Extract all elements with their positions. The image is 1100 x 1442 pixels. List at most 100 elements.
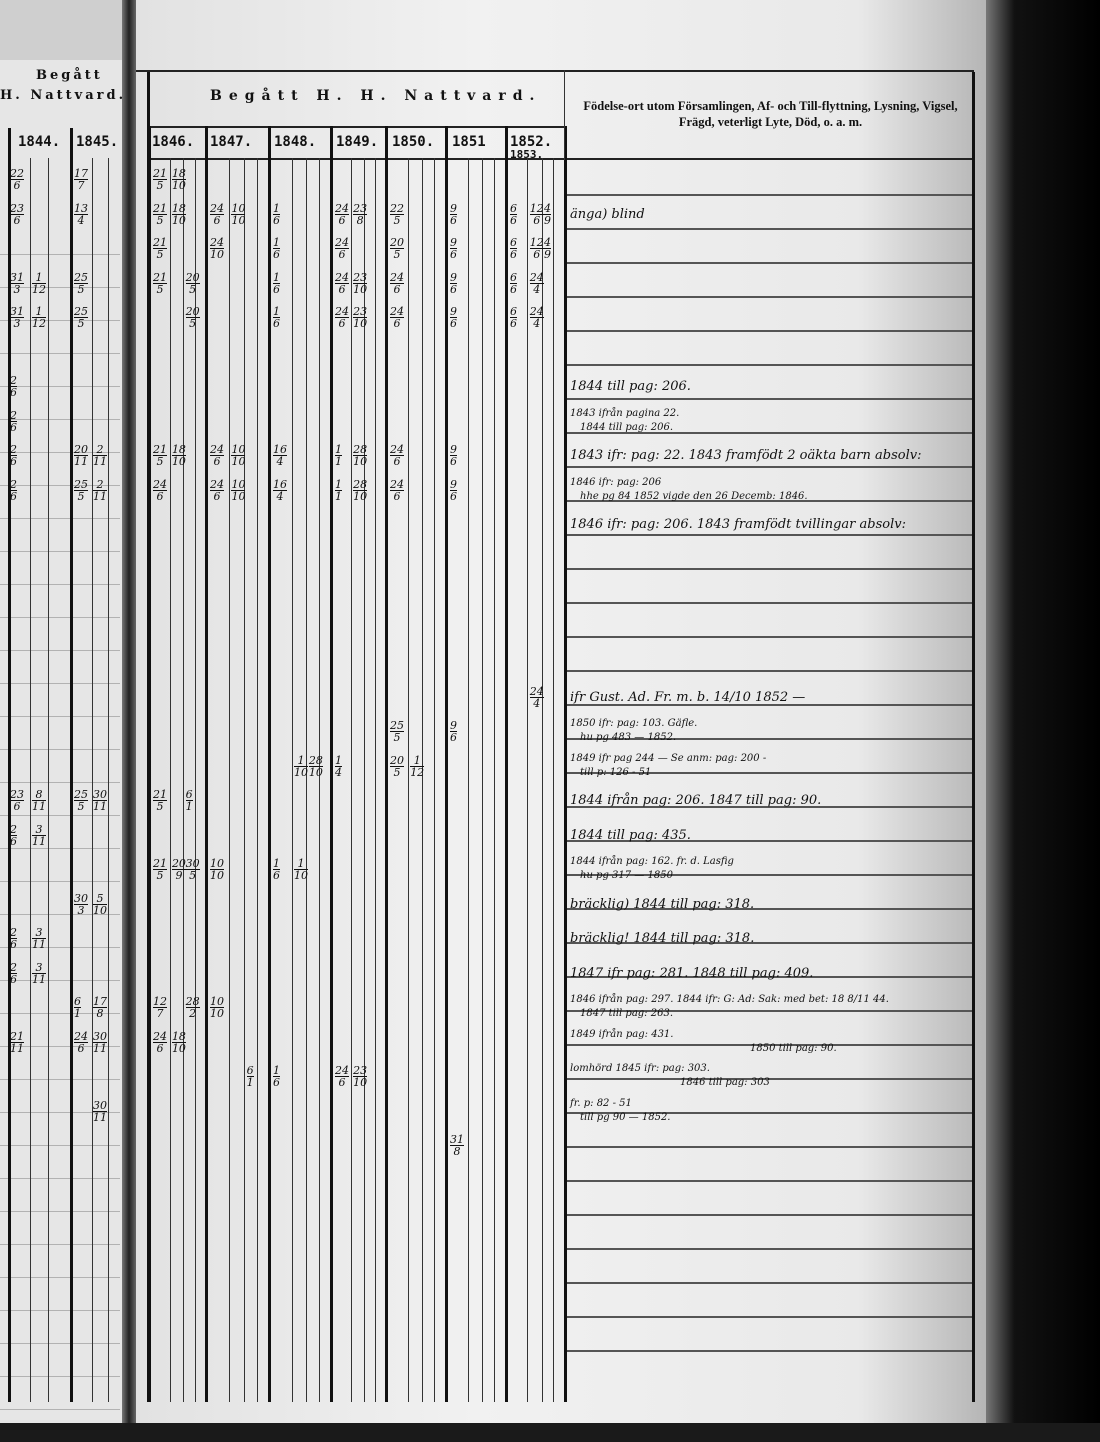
entry-month: 8 (96, 1007, 104, 1020)
entry-month: 4 (77, 213, 85, 227)
left-communion-date-entry: 23 6 (10, 203, 24, 226)
entry-day: 21 (153, 236, 167, 249)
entry-month: 5 (393, 765, 401, 779)
entry-month: 6 (156, 489, 164, 503)
entry-day: 20 (171, 857, 186, 870)
entry-day: 20 (390, 753, 404, 767)
entry-month: 10 (353, 1076, 368, 1089)
entry-day: 30 (185, 857, 200, 870)
entry-day: 1 (273, 201, 280, 215)
entry-day: 2 (10, 408, 17, 422)
note-line: 1844 till pag: 206. (580, 421, 673, 433)
left-communion-date-entry: 31 3 (10, 306, 24, 329)
entry-day: 9 (450, 443, 457, 456)
entry-day: 3 (32, 962, 46, 974)
note-line: 1844 till pag: 206. (570, 379, 691, 394)
communion-date-entry: 10 10 (231, 203, 246, 226)
entry-month: 6 (533, 213, 541, 227)
entry-day: 30 (93, 1098, 107, 1112)
communion-date-entry: 18 10 (171, 1031, 186, 1054)
sub-column-rule (364, 158, 366, 1402)
sub-column-rule (422, 158, 424, 1402)
communion-date-entry: 12 6 (529, 237, 544, 260)
entry-month: 6 (338, 282, 346, 296)
entry-day: 3 (32, 824, 46, 836)
left-communion-date-entry: 13 4 (74, 203, 88, 226)
entry-day: 1 (294, 858, 309, 870)
left-communion-date-entry: 1 12 (32, 306, 46, 329)
entry-day: 6 (510, 201, 517, 215)
entry-day: 6 (246, 1064, 254, 1077)
entry-month: 4 (533, 282, 541, 296)
sub-column-rule (434, 158, 436, 1402)
entry-day: 23 (10, 788, 24, 801)
entry-month: 10 (231, 489, 246, 503)
entry-month: 4 (533, 317, 541, 330)
communion-date-entry: 24 6 (390, 272, 404, 295)
entry-month: 5 (393, 731, 401, 744)
entry-day: 18 (171, 201, 186, 215)
entry-month: 10 (171, 455, 186, 468)
entry-month: 10 (93, 903, 107, 917)
entry-day: 24 (335, 270, 349, 284)
entry-month: 3 (13, 317, 21, 330)
entry-month: 6 (510, 213, 517, 227)
communion-date-entry: 24 6 (210, 444, 224, 467)
entry-day: 4 (543, 236, 551, 249)
communion-date-entry: 21 5 (153, 789, 167, 812)
sub-column-rule (244, 158, 246, 1402)
entry-day: 30 (93, 1029, 107, 1043)
left-communion-date-entry: 30 11 (93, 1100, 107, 1123)
entry-month: 10 (231, 455, 246, 468)
left-communion-date-entry: 25 5 (74, 479, 88, 502)
entry-month: 11 (10, 1041, 24, 1055)
year-column-divider (505, 126, 508, 1402)
communion-date-entry: 28 2 (185, 996, 200, 1019)
entry-day: 30 (74, 891, 88, 905)
year-column-divider (148, 126, 151, 1402)
entry-month: 10 (171, 213, 186, 227)
communion-date-entry: 10 10 (231, 444, 246, 468)
note-line: 1843 ifr: pag: 22. 1843 framfödt 2 oäkta… (570, 448, 922, 463)
left-sub-column-rule (92, 158, 93, 1402)
left-communion-date-entry: 30 3 (74, 893, 88, 916)
entry-day: 21 (10, 1029, 24, 1043)
entry-month: 11 (32, 972, 46, 986)
communion-date-entry: 23 10 (353, 1065, 368, 1089)
entry-day: 24 (335, 305, 349, 318)
entry-day: 1 (335, 443, 342, 456)
entry-month: 6 (510, 248, 517, 261)
entry-day: 16 (273, 443, 287, 456)
communion-date-entry: 22 5 (390, 203, 404, 226)
entry-day: 1 (273, 236, 280, 249)
left-sub-column-rule (108, 158, 109, 1402)
note-line: 1847 ifr pag: 281. 1848 till pag: 409. (570, 965, 814, 981)
entry-month: 1 (335, 489, 342, 503)
entry-month: 5 (156, 248, 164, 261)
entry-month: 11 (74, 455, 88, 468)
entry-month: 10 (171, 179, 186, 192)
entry-month: 11 (93, 1041, 107, 1055)
communion-date-entry: 20 9 (171, 857, 186, 881)
entry-day: 24 (335, 236, 349, 249)
book-binding (122, 0, 136, 1423)
year-1848: 1848. (274, 134, 317, 150)
note-line: 1843 ifrån pagina 22. (570, 407, 680, 419)
entry-day: 24 (153, 1029, 167, 1043)
communion-date-entry: 12 6 (529, 203, 544, 227)
sub-column-rule (375, 158, 377, 1402)
entry-month: 11 (93, 455, 107, 468)
left-communion-date-entry: 3 11 (32, 824, 46, 847)
entry-day: 24 (335, 201, 349, 215)
communion-date-entry: 20 5 (185, 306, 200, 329)
left-year-1844: 1844. (18, 134, 61, 150)
communion-date-entry: 18 10 (171, 168, 186, 192)
